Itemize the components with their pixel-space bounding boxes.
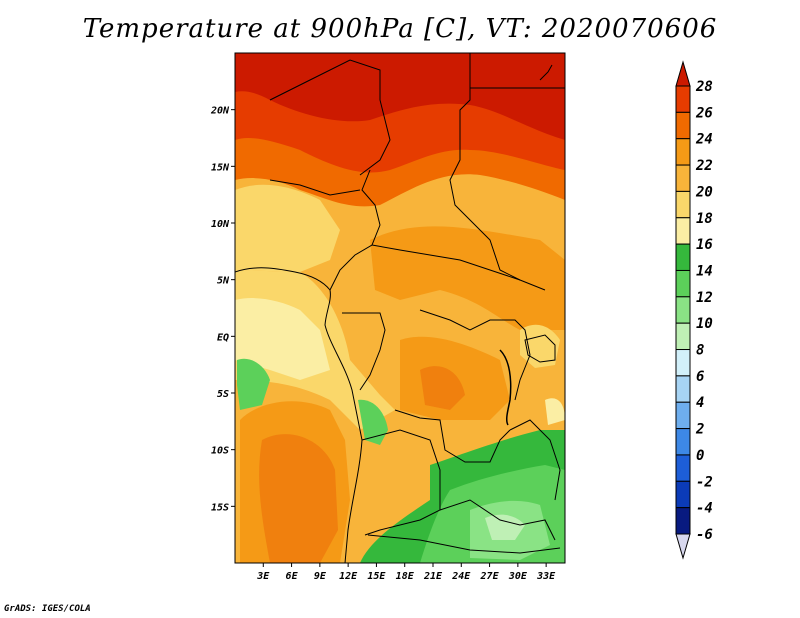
colorbar-box [675, 217, 691, 245]
lon-label: 21E [423, 571, 443, 582]
colorbar-box [675, 296, 691, 324]
colorbar-box [675, 138, 691, 166]
colorbar-label: 26 [695, 105, 713, 121]
lake-tanganyika [499, 349, 512, 426]
colorbar-label: 2 [695, 422, 704, 438]
grads-credit: GrADS: IGES/COLA [4, 604, 91, 614]
colorbar-label: 18 [696, 211, 713, 227]
colorbar-label: -2 [696, 474, 713, 490]
lon-label: 27E [480, 571, 500, 582]
colorbar-box [675, 507, 691, 535]
colorbar-label: 20 [695, 184, 713, 200]
zambia-south-border [439, 499, 556, 541]
temperature-field [235, 53, 565, 563]
colorbar-box [675, 243, 691, 271]
lat-label: EQ [217, 332, 229, 343]
lon-label: 15E [367, 571, 386, 582]
field-central-22-24 [370, 226, 565, 330]
map-title: Temperature at 900hPa [C], VT: 202007060… [82, 14, 718, 44]
nile-delta-mark [539, 64, 553, 81]
lat-label: 15N [211, 162, 230, 173]
sahel-border [269, 179, 361, 196]
lat-label: 10N [211, 219, 230, 230]
lon-label: 33E [536, 571, 556, 582]
field-sahara-over-28 [235, 53, 565, 140]
lon-label: 6E [286, 571, 299, 582]
drc-east-border [419, 309, 531, 401]
car-border [371, 244, 546, 291]
lake-victoria [524, 334, 556, 363]
chad-sudan-border [449, 53, 521, 281]
angola-zambia-border [394, 409, 511, 463]
field-southern-green-8-10 [485, 514, 525, 540]
nigeria-cameroon-border [329, 169, 381, 291]
colorbar-box [675, 480, 691, 509]
colorbar-label: 6 [696, 369, 704, 385]
colorbar-label: 28 [695, 79, 713, 95]
colorbar-label: 4 [696, 395, 704, 411]
field-atlantic-green [237, 358, 270, 410]
field-east-patch [520, 324, 560, 368]
lat-label: 15S [211, 502, 229, 513]
field-sw-core [259, 434, 338, 563]
colorbar-label: -6 [696, 527, 713, 543]
lon-label: 18E [396, 571, 415, 582]
colorbar-label: -4 [696, 501, 713, 517]
field-east-patch-2 [545, 398, 565, 425]
colorbar-box [675, 428, 691, 456]
colorbar-box [675, 269, 691, 298]
gabon-congo-border [342, 312, 386, 391]
latitude-axis: 20N 15N 10N 5N EQ 5S 10S 15S [210, 106, 235, 513]
field-west-18-20 [235, 184, 340, 272]
field-coastal-16-18 [235, 298, 330, 380]
colorbar-box [675, 375, 691, 403]
colorbar-label: 14 [696, 263, 713, 279]
country-borders [235, 53, 565, 563]
field-congo-core [420, 366, 465, 410]
colorbar-box [675, 454, 691, 482]
lat-label: 5S [217, 389, 229, 400]
colorbar-label: 16 [696, 237, 713, 253]
colorbar-label: 22 [695, 158, 713, 174]
colorbar-label: 24 [695, 132, 713, 148]
colorbar-label: 0 [696, 448, 704, 464]
colorbar-box [675, 190, 691, 219]
colorbar-box [675, 349, 691, 377]
angola-namibia-border [361, 429, 441, 536]
colorbar-over-triangle [675, 60, 691, 87]
lon-label: 9E [314, 571, 327, 582]
colorbar-under-triangle [675, 533, 691, 560]
lon-label: 30E [508, 571, 528, 582]
colorbar-box [675, 164, 691, 192]
colorbar-box [675, 111, 691, 140]
colorbar-box [675, 401, 691, 430]
lat-label: 20N [210, 106, 230, 117]
colorbar-label: 12 [696, 290, 713, 306]
atlantic-coastline [235, 267, 363, 563]
colorbar-box [675, 85, 691, 113]
field-angola-green [358, 399, 388, 445]
lon-label: 3E [256, 571, 270, 582]
malawi-border [509, 419, 561, 501]
colorbar-label: 8 [696, 343, 704, 359]
lat-label: 10S [211, 446, 229, 457]
botswana-border [367, 534, 561, 554]
colorbar-label: 10 [696, 316, 713, 332]
lon-label: 24E [451, 571, 471, 582]
lat-label: 5N [217, 276, 230, 287]
map-frame [234, 52, 566, 564]
colorbar-box [675, 322, 691, 351]
longitude-axis: 3E 6E 9E 12E 15E 18E 21E 24E 27E 30E 33E [256, 563, 556, 582]
lon-label: 12E [339, 571, 358, 582]
sahara-border-west [269, 59, 391, 176]
